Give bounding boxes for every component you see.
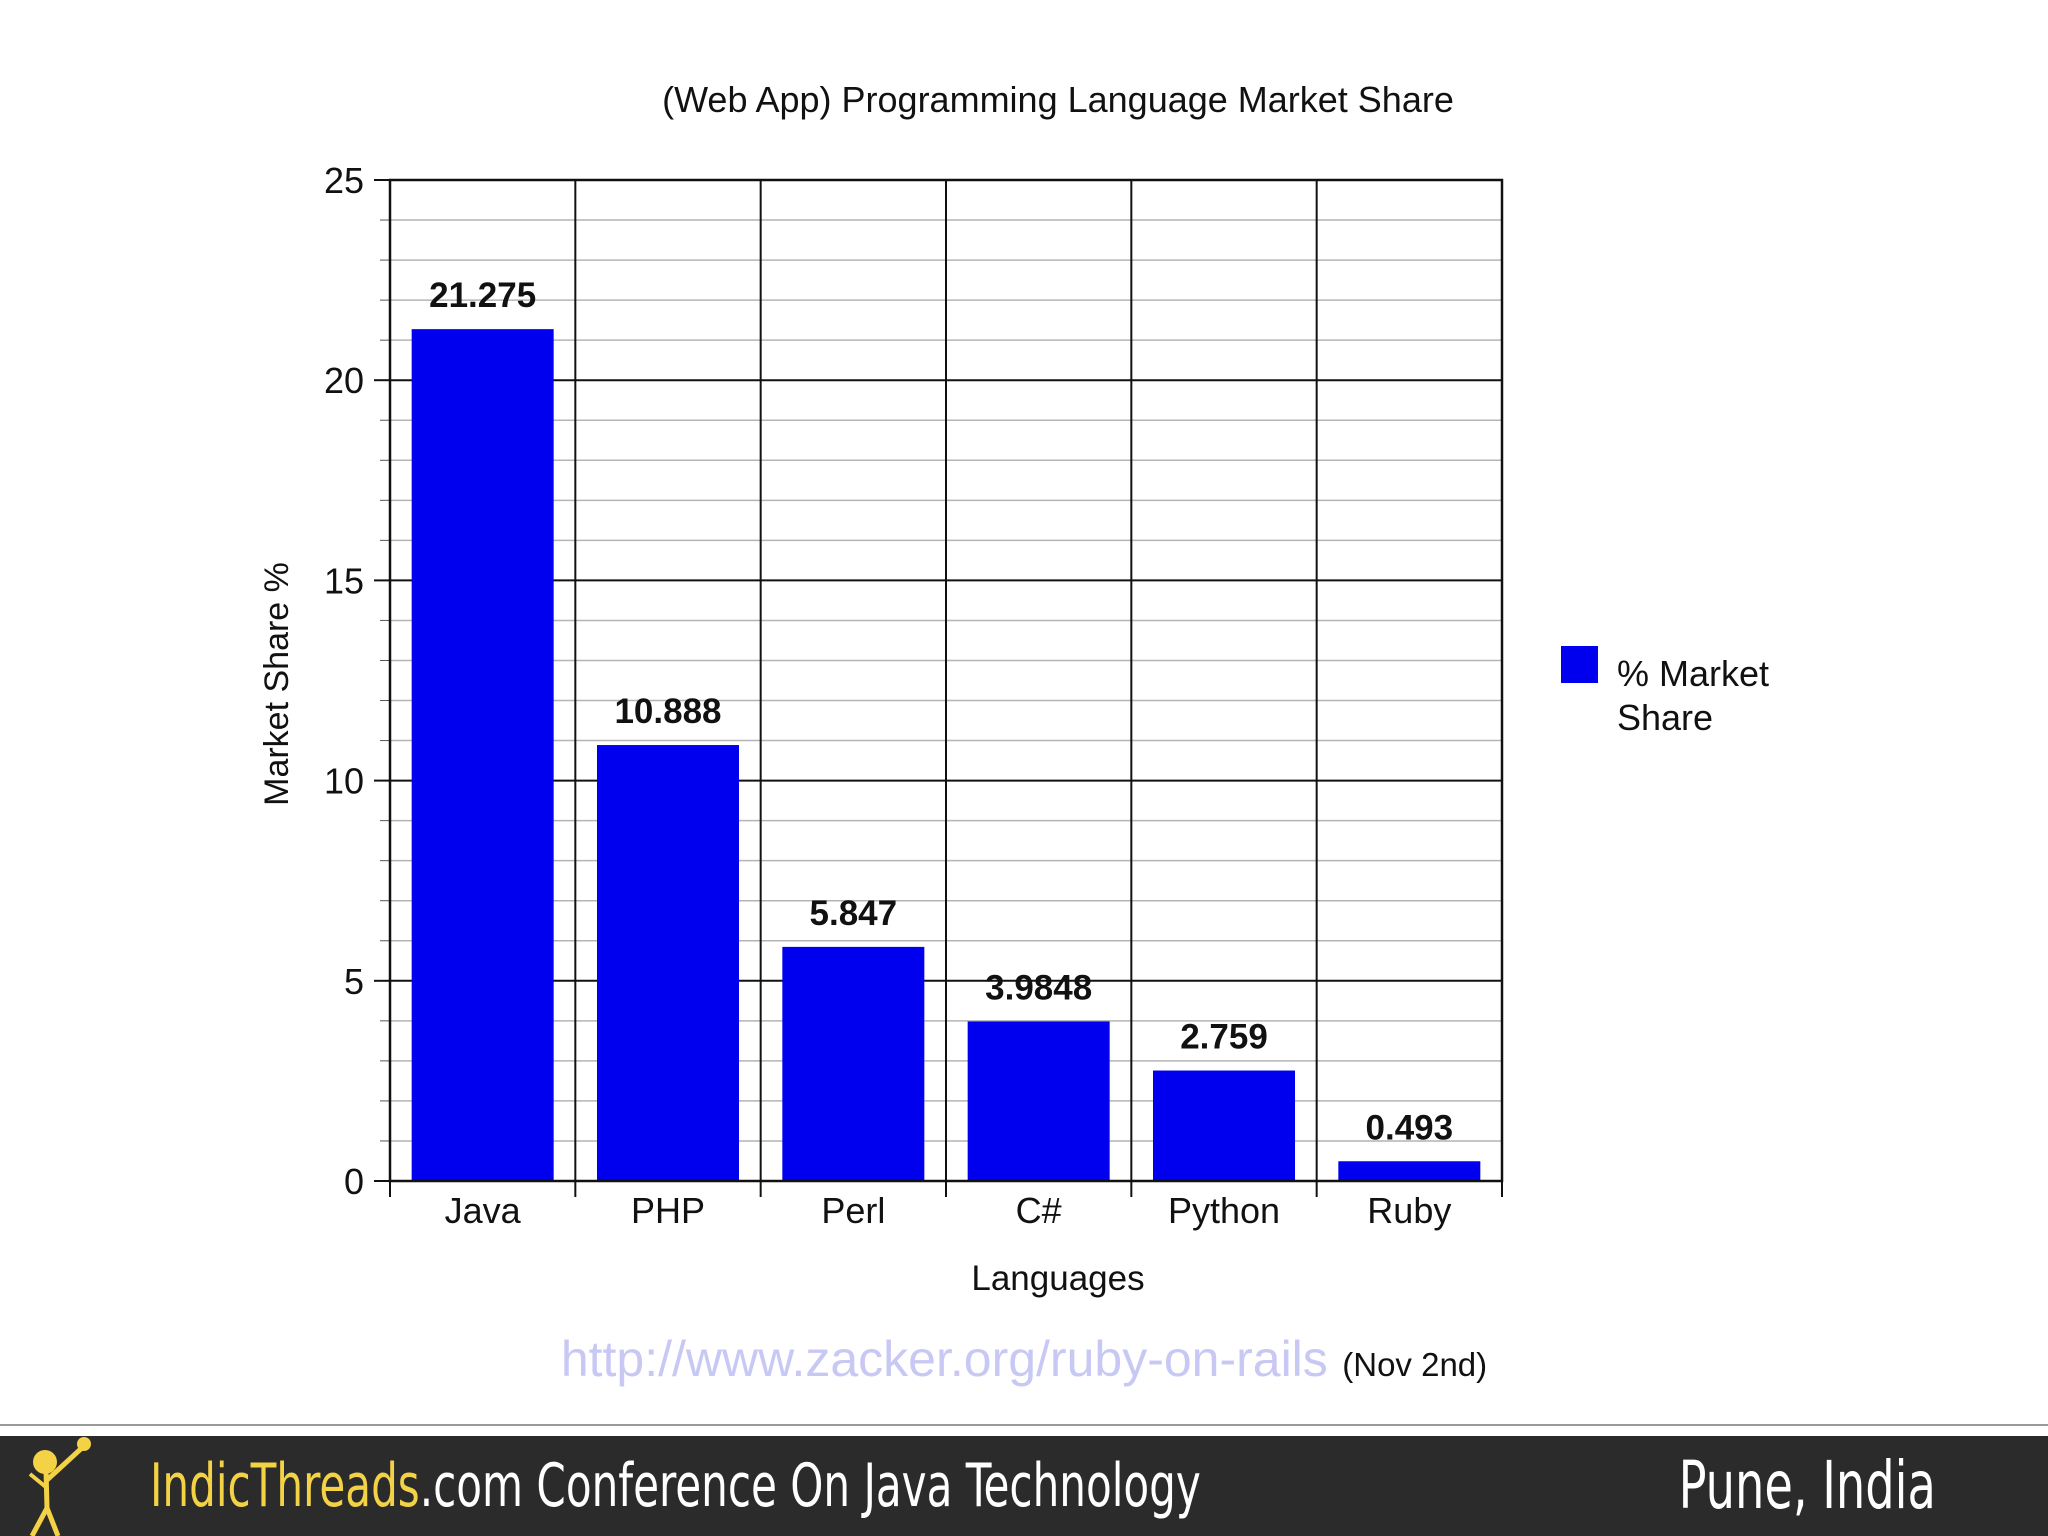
x-tick-label: Python <box>1168 1190 1280 1231</box>
bar-php <box>597 745 739 1181</box>
chart-title: (Web App) Programming Language Market Sh… <box>662 79 1454 120</box>
bar-java <box>411 329 554 1181</box>
source-url-link[interactable]: http://www.zacker.org/ruby-on-rails <box>560 1331 1328 1387</box>
y-axis-title: Market Share % <box>258 562 296 806</box>
x-tick-label: Ruby <box>1367 1190 1451 1231</box>
data-label: 5.847 <box>810 894 898 933</box>
legend-label-line-2: Share <box>1617 697 1713 738</box>
source-line: http://www.zacker.org/ruby-on-rails (Nov… <box>0 1330 2048 1388</box>
x-tick-label: C# <box>1016 1190 1062 1231</box>
footer-location: Pune, India <box>1678 1447 1936 1524</box>
bar-c-sharp <box>967 1021 1110 1181</box>
bar-chart: (Web App) Programming Language Market Sh… <box>258 79 1779 1298</box>
source-date: (Nov 2nd) <box>1342 1346 1488 1383</box>
bar-ruby <box>1338 1161 1481 1181</box>
y-tick-label: 15 <box>324 560 364 601</box>
axes: 0 5 10 15 20 25 Java PHP Perl C# Python Ruby <box>324 160 1504 1231</box>
data-label: 21.275 <box>429 276 536 315</box>
bar-python <box>1153 1070 1295 1181</box>
footer-banner: IndicThreads.com Conference On Java Tech… <box>0 1436 2048 1536</box>
data-labels: 21.275 10.888 5.847 3.9848 2.759 0.493 <box>429 276 1453 1147</box>
stick-figure-logo-icon <box>28 1437 91 1536</box>
data-label: 3.9848 <box>985 968 1092 1007</box>
footer-title: IndicThreads.com Conference On Java Tech… <box>150 1446 1201 1526</box>
footer-brand: IndicThreads <box>150 1451 420 1521</box>
legend: % Market Share <box>1561 646 1779 738</box>
footer-divider <box>0 1424 2048 1426</box>
x-tick-label: Perl <box>821 1190 885 1231</box>
legend-label-line-1: % Market <box>1617 653 1769 694</box>
y-tick-label: 25 <box>324 160 364 201</box>
x-tick-label: PHP <box>631 1190 705 1231</box>
bar-perl <box>782 946 925 1181</box>
bars <box>411 329 1481 1181</box>
y-tick-label: 20 <box>324 360 364 401</box>
data-label: 0.493 <box>1366 1108 1454 1147</box>
y-tick-label: 10 <box>324 761 364 802</box>
plot-border <box>388 178 1504 1183</box>
x-axis-title: Languages <box>971 1259 1144 1298</box>
data-label: 2.759 <box>1180 1018 1268 1057</box>
y-tick-label: 5 <box>344 961 364 1002</box>
data-label: 10.888 <box>614 692 721 731</box>
x-tick-label: Java <box>445 1190 522 1231</box>
legend-swatch <box>1561 646 1598 683</box>
legend-label: % Market Share <box>1617 653 1779 738</box>
footer-title-rest: .com Conference On Java Technology <box>419 1451 1201 1521</box>
y-tick-label: 0 <box>344 1161 364 1202</box>
grid-lines <box>390 179 1502 1182</box>
